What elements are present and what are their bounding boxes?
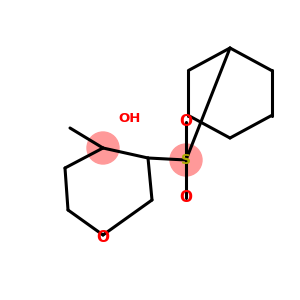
Circle shape (170, 144, 202, 176)
Text: OH: OH (119, 112, 141, 124)
Text: S: S (181, 153, 191, 167)
Text: O: O (97, 230, 110, 245)
Circle shape (87, 132, 119, 164)
Text: O: O (179, 115, 193, 130)
Text: O: O (179, 190, 193, 206)
